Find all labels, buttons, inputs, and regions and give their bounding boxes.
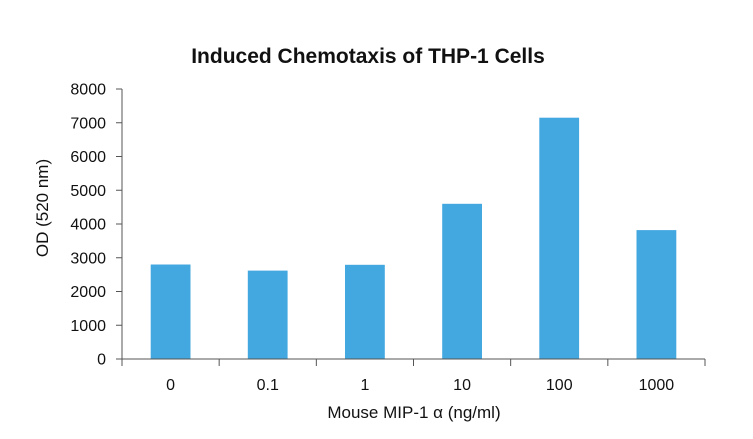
x-tick-label: 100 (546, 377, 573, 394)
bar-1 (247, 270, 288, 359)
x-tick-label: 1000 (639, 377, 675, 394)
y-tick-label: 2000 (70, 284, 106, 301)
y-tick-label: 0 (97, 352, 106, 369)
y-tick-label: 8000 (70, 82, 106, 99)
y-tick-label: 1000 (70, 318, 106, 335)
bars-layer (150, 117, 677, 360)
bar-4 (539, 117, 580, 359)
y-axis-label: OD (520 nm) (33, 159, 52, 257)
y-tick-label: 3000 (70, 250, 106, 267)
y-tick-label: 7000 (70, 115, 106, 132)
x-tick-label: 0.1 (257, 377, 279, 394)
x-tick-label: 0 (166, 377, 175, 394)
bar-5 (636, 230, 677, 359)
y-tick-label: 5000 (70, 183, 106, 200)
bar-2 (345, 264, 385, 359)
bar-3 (442, 203, 482, 360)
axes-layer (116, 88, 706, 366)
x-tick-label: 1 (360, 377, 369, 394)
y-tick-label: 6000 (70, 149, 106, 166)
chart-title: Induced Chemotaxis of THP-1 Cells (191, 45, 545, 68)
x-tick-label: 10 (453, 377, 471, 394)
tick-labels-layer: 0 1000 2000 3000 4000 5000 6000 7000 8000 0 0.1 1 10… (70, 82, 674, 395)
x-axis-label: Mouse MIP-1 α (ng/ml) (327, 403, 500, 422)
bar-0 (150, 264, 191, 359)
y-tick-label: 4000 (70, 217, 106, 234)
